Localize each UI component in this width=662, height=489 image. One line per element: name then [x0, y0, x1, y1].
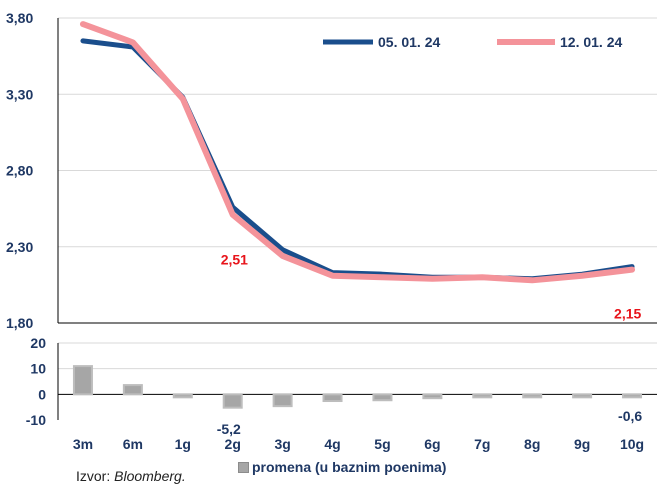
x-tick-label: 5g [374, 436, 390, 452]
change-bars [72, 365, 643, 409]
source-name: Bloomberg. [114, 468, 186, 484]
y-tick-label: 20 [30, 335, 46, 351]
x-tick-label: 7g [474, 436, 490, 452]
bar [222, 393, 243, 409]
x-axis-ticks: 3m 6m 1g 2g 3g 4g 5g 6g 7g 8g 9g 10g [73, 436, 644, 452]
series-line [79, 21, 636, 284]
y-tick-label: 0 [38, 386, 46, 402]
source-note: Izvor: Bloomberg. [76, 468, 186, 484]
x-tick-label: 3g [274, 436, 290, 452]
bars-legend-swatch [238, 461, 249, 473]
y-tick-label: 2,30 [6, 239, 33, 255]
x-tick-label: 8g [524, 436, 540, 452]
gridlines [58, 17, 657, 370]
y-axis-ticks-bottom: -10 0 10 20 [26, 335, 46, 428]
y-tick-label: 3,80 [6, 10, 33, 26]
y-tick-label: -10 [26, 412, 46, 428]
x-tick-label: 3m [73, 436, 93, 452]
bar [72, 365, 93, 396]
bar [522, 393, 543, 399]
y-tick-label: 10 [30, 361, 46, 377]
value-annotation: 2,51 [221, 252, 248, 268]
bar [272, 393, 293, 408]
value-annotation: 2,15 [614, 306, 641, 322]
x-tick-label: 4g [324, 436, 340, 452]
y-tick-label: 3,30 [6, 86, 33, 102]
legend-label: 12. 01. 24 [560, 34, 622, 50]
legend-label: 05. 01. 24 [378, 34, 440, 50]
y-axis-ticks-top: 1,80 2,30 2,80 3,30 3,80 [6, 10, 33, 331]
source-prefix: Izvor: [76, 468, 115, 484]
bar [572, 393, 593, 399]
value-annotation: -0,6 [618, 408, 642, 424]
bar [172, 393, 193, 399]
x-tick-label: 2g [225, 436, 241, 452]
bar [322, 393, 343, 403]
axes [57, 18, 657, 420]
x-tick-label: 1g [175, 436, 191, 452]
legend: 05. 01. 24 12. 01. 24 [323, 34, 622, 50]
bars-legend: promena (u baznim poenima) [238, 459, 446, 475]
bar [422, 393, 443, 400]
x-tick-label: 6g [424, 436, 440, 452]
x-tick-label: 6m [123, 436, 143, 452]
bar [122, 384, 143, 396]
bar [622, 393, 643, 399]
bar [472, 393, 493, 399]
bar [372, 393, 393, 402]
value-annotation: -5,2 [217, 421, 241, 437]
yield-lines [79, 21, 636, 284]
x-tick-label: 10g [620, 436, 644, 452]
bars-legend-label: promena (u baznim poenima) [252, 459, 447, 475]
y-tick-label: 1,80 [6, 315, 33, 331]
y-tick-label: 2,80 [6, 163, 33, 179]
x-tick-label: 9g [574, 436, 590, 452]
annotations: 2,51 2,15 -5,2 -0,6 [217, 252, 643, 437]
